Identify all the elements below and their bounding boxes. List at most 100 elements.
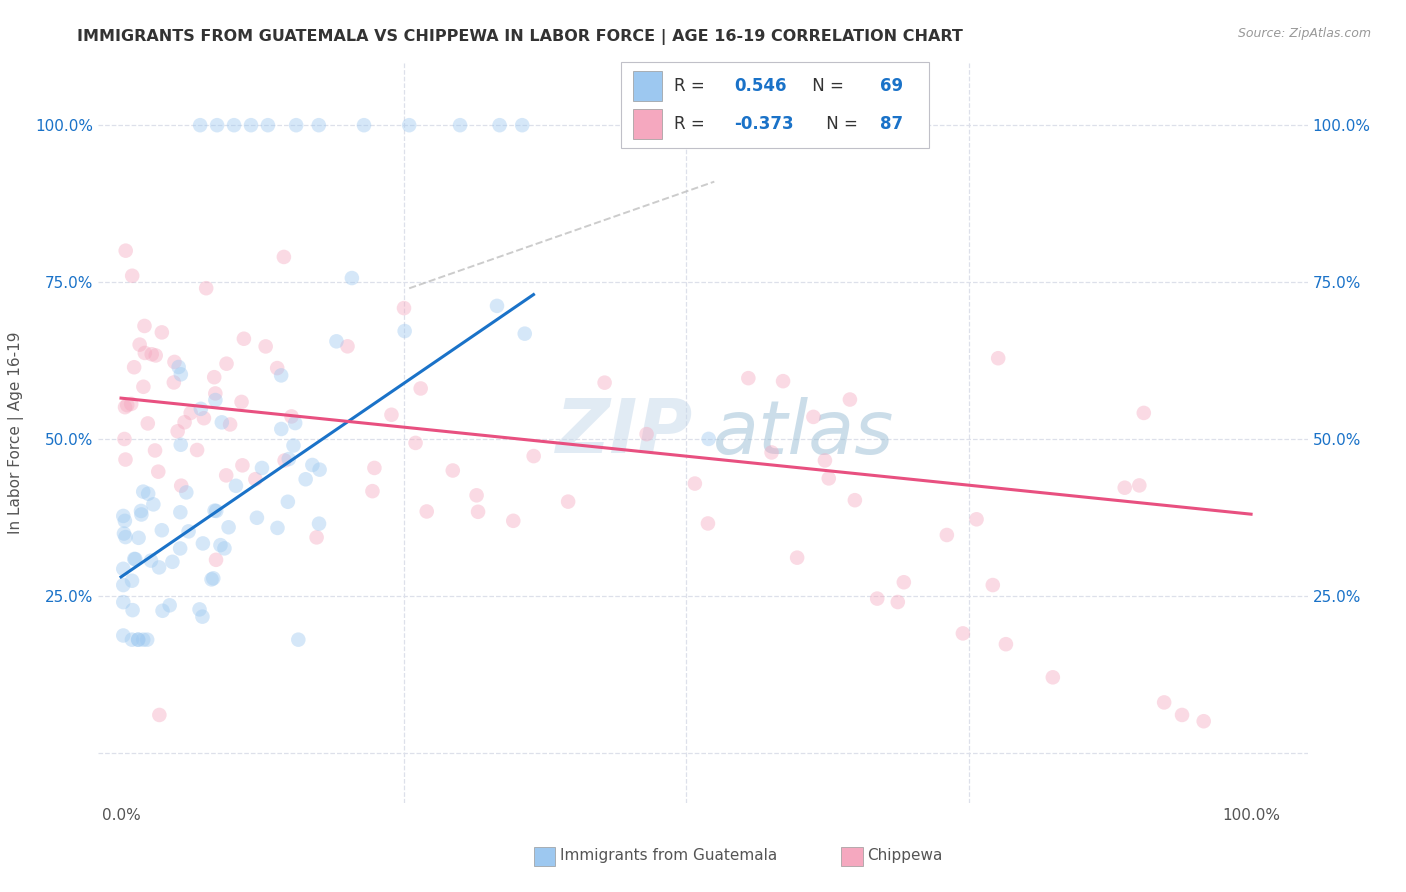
Text: Source: ZipAtlas.com: Source: ZipAtlas.com xyxy=(1237,27,1371,40)
Text: 69: 69 xyxy=(880,78,903,95)
Point xyxy=(285,118,308,132)
Point xyxy=(142,497,165,511)
Text: R =: R = xyxy=(673,115,710,133)
Point xyxy=(952,626,974,640)
Point xyxy=(114,452,136,467)
Point xyxy=(772,374,794,388)
FancyBboxPatch shape xyxy=(621,62,929,147)
Point xyxy=(510,118,533,132)
Point xyxy=(485,299,508,313)
Point xyxy=(114,530,136,544)
Text: ZIP: ZIP xyxy=(557,396,693,469)
Point xyxy=(266,521,288,535)
Point xyxy=(177,524,200,539)
Point xyxy=(838,392,860,407)
Point xyxy=(866,591,889,606)
Text: R =: R = xyxy=(673,78,710,95)
Point xyxy=(232,332,254,346)
Point xyxy=(214,541,236,556)
Point xyxy=(294,472,316,486)
Point xyxy=(1114,481,1136,495)
Point xyxy=(277,495,299,509)
Text: -0.373: -0.373 xyxy=(734,115,794,133)
Point xyxy=(120,397,142,411)
Point xyxy=(191,609,214,624)
Point xyxy=(887,595,910,609)
Point xyxy=(163,355,186,369)
Point xyxy=(114,400,136,414)
Point xyxy=(188,602,211,616)
Point xyxy=(325,334,347,349)
Point xyxy=(112,628,135,642)
Point xyxy=(398,118,420,132)
Point xyxy=(361,484,384,499)
Point xyxy=(273,250,295,264)
Point xyxy=(190,401,212,416)
Point xyxy=(191,536,214,550)
Point xyxy=(737,371,759,385)
Point xyxy=(266,361,288,376)
Point xyxy=(202,571,225,585)
Point xyxy=(173,415,195,429)
Point xyxy=(225,479,247,493)
Point xyxy=(1042,670,1064,684)
Point xyxy=(127,632,149,647)
Point xyxy=(231,458,253,473)
Point xyxy=(131,508,153,522)
Point xyxy=(176,485,198,500)
Point xyxy=(363,461,385,475)
Point xyxy=(893,575,915,590)
Text: 0.546: 0.546 xyxy=(734,78,787,95)
Point xyxy=(222,118,245,132)
Point xyxy=(121,603,143,617)
Point xyxy=(218,520,240,534)
Point xyxy=(1133,406,1156,420)
Point xyxy=(114,244,136,258)
Point xyxy=(449,118,471,132)
Point xyxy=(163,376,186,390)
Point xyxy=(193,411,215,425)
Point xyxy=(257,118,280,132)
Point xyxy=(180,406,202,420)
Point xyxy=(340,271,363,285)
Point xyxy=(152,604,174,618)
Point xyxy=(121,268,143,283)
Point xyxy=(112,578,135,592)
Point xyxy=(761,445,783,459)
Point xyxy=(112,526,135,541)
Point xyxy=(935,528,957,542)
Point xyxy=(441,463,464,477)
Point xyxy=(170,368,193,382)
Point xyxy=(502,514,524,528)
Point xyxy=(141,347,163,361)
Point xyxy=(205,504,228,518)
Point xyxy=(240,118,263,132)
Point xyxy=(1192,714,1215,729)
Point xyxy=(209,538,232,552)
Y-axis label: In Labor Force | Age 16-19: In Labor Force | Age 16-19 xyxy=(8,331,24,534)
Point xyxy=(636,427,658,442)
Point xyxy=(202,370,225,384)
Point xyxy=(128,337,150,351)
Point xyxy=(166,425,188,439)
Point xyxy=(188,118,211,132)
Point xyxy=(127,632,149,647)
Point xyxy=(1128,478,1150,492)
Point xyxy=(159,599,181,613)
Point xyxy=(148,708,170,723)
Text: N =: N = xyxy=(807,78,849,95)
Point xyxy=(204,504,226,518)
Point xyxy=(124,552,146,566)
Point xyxy=(394,324,416,338)
Point xyxy=(132,632,155,647)
Point xyxy=(301,458,323,472)
Point xyxy=(136,417,159,431)
Point xyxy=(148,465,170,479)
Point xyxy=(683,476,706,491)
Point xyxy=(134,318,156,333)
Point xyxy=(162,555,184,569)
Point xyxy=(112,562,135,576)
Point xyxy=(215,468,238,483)
Point xyxy=(277,452,299,467)
Point xyxy=(465,488,488,502)
